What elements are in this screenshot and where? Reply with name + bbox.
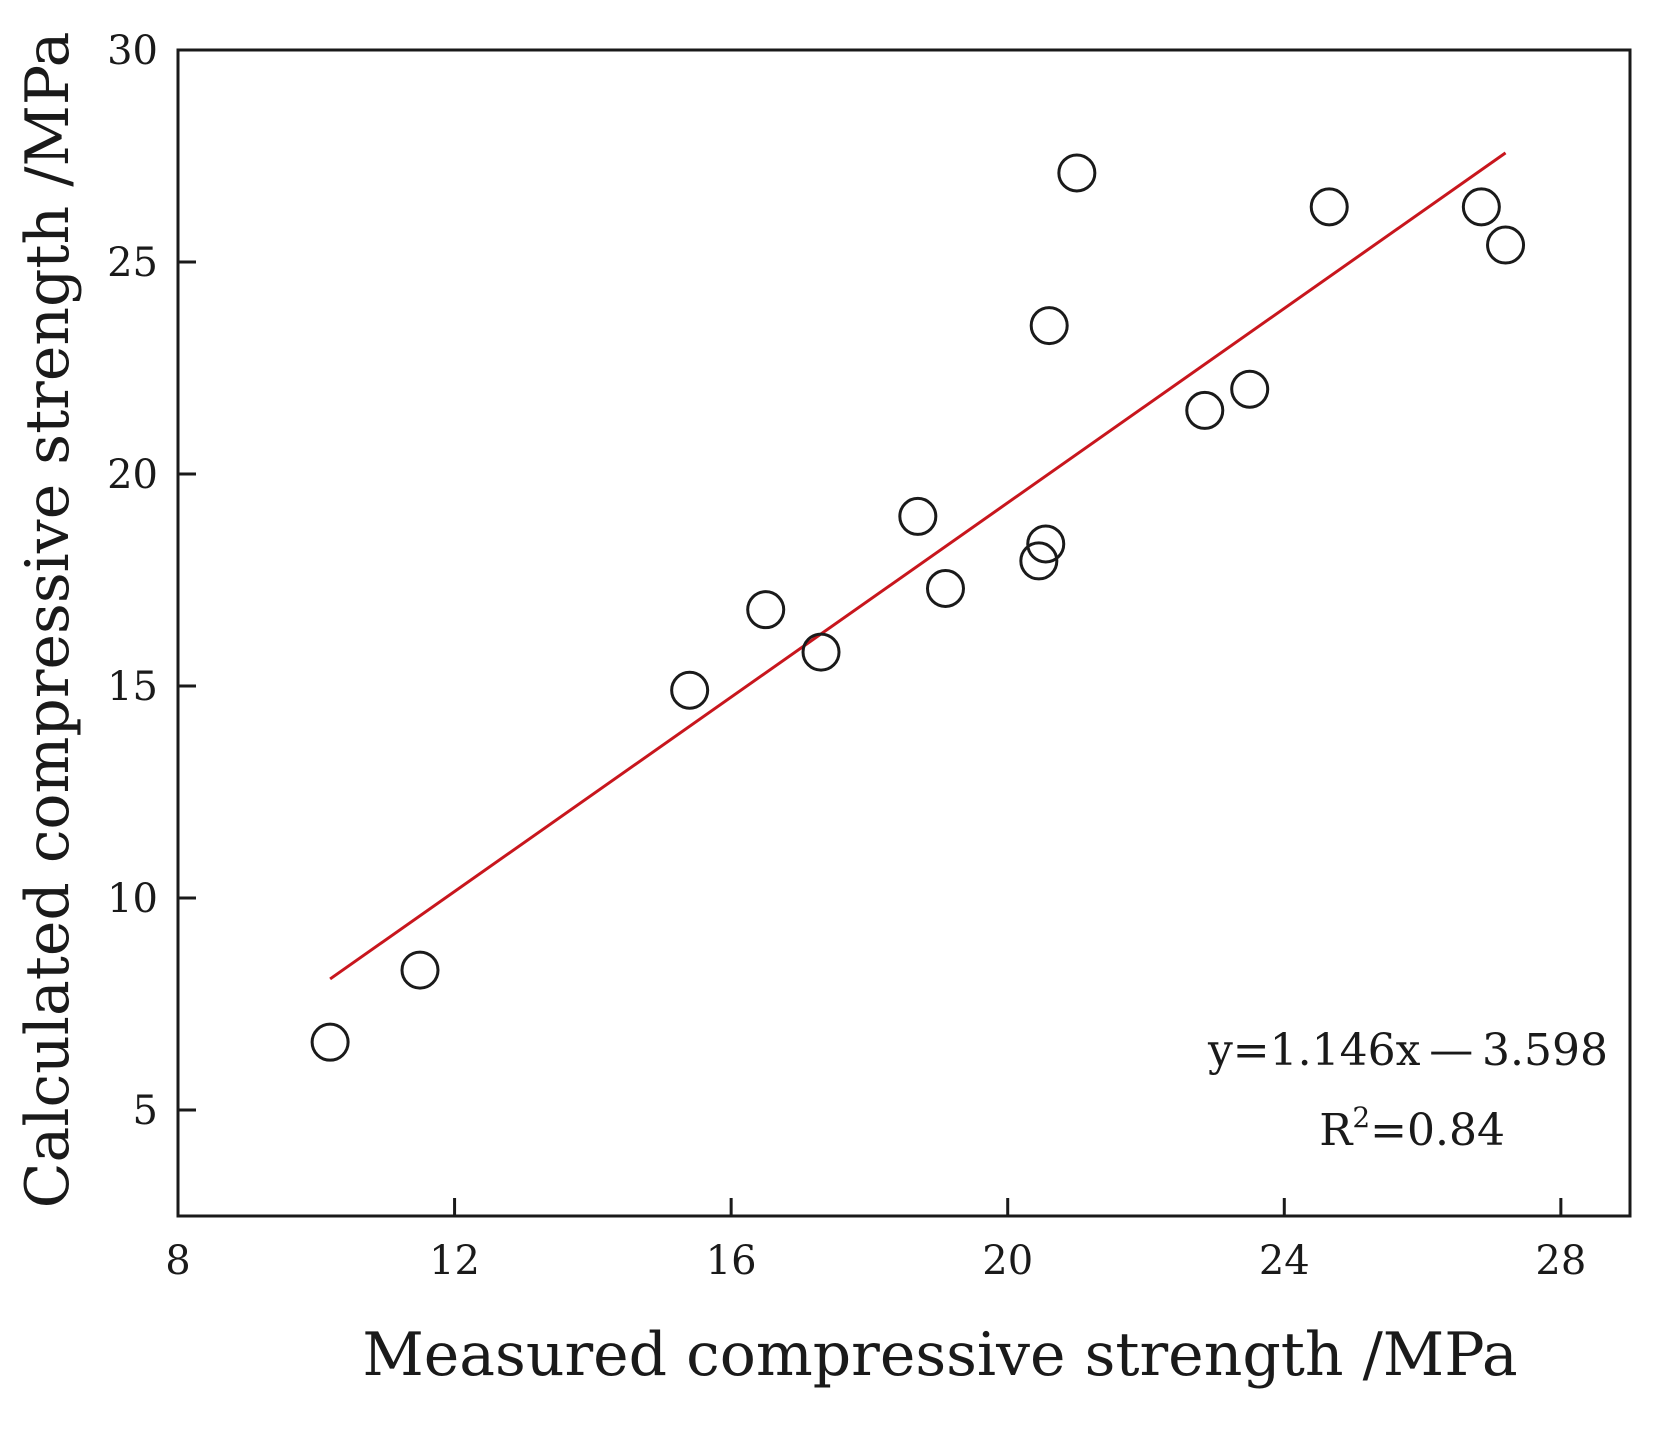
data-point (801, 632, 841, 672)
r-squared-superscript: 2 (1352, 1101, 1370, 1134)
x-axis-title: Measured compressive strength /MPa (362, 1320, 1517, 1390)
r-squared-value: =0.84 (1370, 1105, 1505, 1156)
x-tick-label: 8 (165, 1238, 190, 1284)
data-point (1057, 153, 1097, 193)
x-tick-label: 24 (1259, 1238, 1310, 1284)
fit-equation: y=1.146x — 3.598 (1207, 1025, 1608, 1076)
points-layer (310, 153, 1526, 1062)
data-point (1185, 390, 1225, 430)
x-tick-label: 16 (706, 1238, 757, 1284)
y-tick-label: 20 (107, 452, 158, 498)
data-point (925, 568, 965, 608)
data-point (1486, 225, 1526, 265)
fit-line-layer (329, 151, 1507, 981)
y-tick-label: 30 (107, 28, 158, 74)
plot-frame (176, 48, 1632, 1218)
x-tick-label: 12 (429, 1238, 480, 1284)
y-tick-label: 25 (107, 240, 158, 286)
axes-layer: 8 12 16 20 24 28 5 10 15 20 25 30 (107, 28, 1632, 1284)
r-squared-prefix: R (1319, 1105, 1354, 1156)
x-tick-label: 20 (982, 1238, 1033, 1284)
data-point (1019, 541, 1059, 581)
data-point (1309, 187, 1349, 227)
data-point (898, 496, 938, 536)
data-point (310, 1022, 350, 1062)
data-point (670, 670, 710, 710)
y-tick-label: 15 (107, 664, 158, 710)
y-tick-label: 10 (107, 876, 158, 922)
data-point (1461, 187, 1501, 227)
data-point (1026, 524, 1066, 564)
regression-line (329, 151, 1507, 981)
y-tick-label: 5 (133, 1088, 158, 1134)
y-axis-title: Calculated compressive strength /MPa (13, 32, 83, 1209)
data-point (400, 950, 440, 990)
data-point (1230, 369, 1270, 409)
data-point (746, 590, 786, 630)
x-tick-label: 28 (1535, 1238, 1586, 1284)
r-squared-label: R2=0.84 (1319, 1101, 1505, 1156)
data-point (1029, 306, 1069, 346)
